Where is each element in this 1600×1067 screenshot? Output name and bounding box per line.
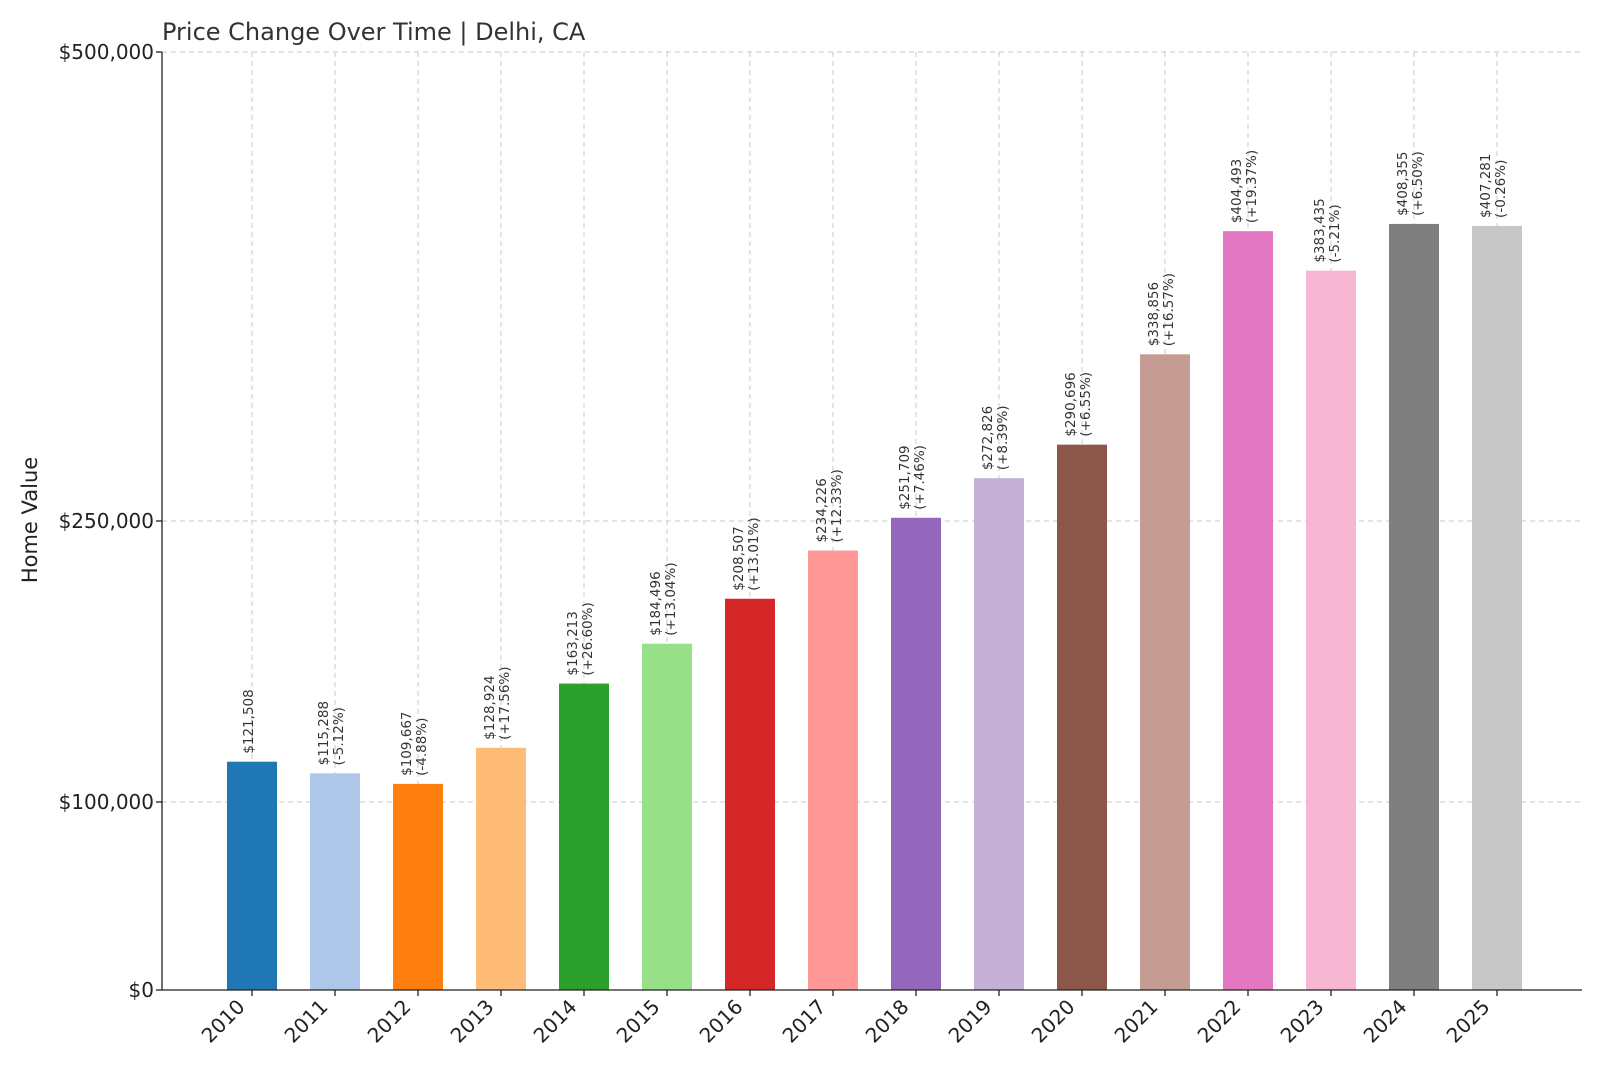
- change-label-2011: (-5.12%): [331, 707, 347, 765]
- change-label-2012: (-4.88%): [414, 718, 430, 776]
- data-labels: $121,508 $115,288 (-5.12%) $109,667 (-4.88%)…: [241, 150, 1509, 776]
- change-label-2020: (+6.55%): [1078, 372, 1094, 437]
- bar-2024: [1389, 223, 1439, 990]
- y-tick-labels: $0 $100,000 $250,000 $500,000: [59, 40, 154, 1002]
- x-tick-label-2019: 2019: [944, 995, 997, 1048]
- x-tick-label-2025: 2025: [1442, 995, 1495, 1048]
- change-label-2013: (+17.56%): [497, 666, 513, 739]
- bar-2015: [642, 643, 692, 990]
- value-label-2025: $407,281: [1478, 154, 1494, 218]
- y-tick-label: $250,000: [59, 509, 154, 533]
- y-tick-label: $0: [129, 978, 154, 1002]
- x-tick-label-2010: 2010: [197, 995, 250, 1048]
- bar-2010: [227, 761, 277, 990]
- value-label-2020: $290,696: [1063, 372, 1079, 436]
- value-label-2017: $234,226: [814, 478, 830, 542]
- change-label-2014: (+26.60%): [580, 602, 596, 675]
- axes: [156, 51, 1582, 996]
- bar-2017: [808, 550, 858, 990]
- bar-2023: [1306, 270, 1356, 991]
- change-label-2018: (+7.46%): [912, 445, 928, 510]
- x-tick-label-2012: 2012: [363, 995, 416, 1048]
- change-label-2022: (+19.37%): [1244, 150, 1260, 223]
- bar-2012: [393, 783, 443, 990]
- grid-lines: [162, 51, 1582, 990]
- y-axis-label: Home Value: [18, 457, 42, 583]
- chart-title: Price Change Over Time | Delhi, CA: [162, 18, 586, 46]
- x-tick-label-2011: 2011: [280, 995, 333, 1048]
- value-label-2021: $338,856: [1146, 282, 1162, 346]
- value-label-2015: $184,496: [648, 571, 664, 635]
- bar-2022: [1223, 231, 1273, 990]
- x-tick-label-2014: 2014: [529, 995, 582, 1048]
- change-label-2025: (-0.26%): [1493, 160, 1509, 218]
- x-tick-label-2020: 2020: [1027, 995, 1080, 1048]
- value-label-2022: $404,493: [1229, 159, 1245, 223]
- bar-2019: [974, 478, 1024, 990]
- x-tick-label-2015: 2015: [612, 995, 665, 1048]
- y-tick-label: $100,000: [59, 790, 154, 814]
- change-label-2017: (+12.33%): [829, 469, 845, 542]
- x-tick-labels: 2010 2011 2012 2013 2014 2015 2016 2017 2018 2019…: [197, 995, 1495, 1048]
- y-tick-label: $500,000: [59, 40, 154, 64]
- change-label-2015: (+13.04%): [663, 562, 679, 635]
- x-tick-label-2018: 2018: [861, 995, 914, 1048]
- change-label-2024: (+6.50%): [1410, 151, 1426, 216]
- value-label-2018: $251,709: [897, 445, 913, 509]
- value-label-2023: $383,435: [1312, 198, 1328, 262]
- bar-2011: [310, 773, 360, 990]
- value-label-2019: $272,826: [980, 406, 996, 470]
- change-label-2023: (-5.21%): [1327, 204, 1343, 262]
- value-label-2013: $128,924: [482, 675, 498, 739]
- bar-2025: [1472, 225, 1522, 990]
- bar-2021: [1140, 354, 1190, 990]
- change-label-2021: (+16.57%): [1161, 273, 1177, 346]
- value-label-2011: $115,288: [316, 701, 332, 765]
- value-label-2012: $109,667: [399, 711, 415, 775]
- value-label-2016: $208,507: [731, 526, 747, 590]
- bars: [227, 223, 1522, 991]
- value-label-2014: $163,213: [565, 611, 581, 675]
- change-label-2019: (+8.39%): [995, 405, 1011, 470]
- x-tick-label-2024: 2024: [1359, 995, 1412, 1048]
- value-label-2024: $408,355: [1395, 152, 1411, 216]
- x-tick-label-2021: 2021: [1110, 995, 1163, 1048]
- x-tick-label-2023: 2023: [1276, 995, 1329, 1048]
- x-tick-label-2016: 2016: [695, 995, 748, 1048]
- bar-2018: [891, 517, 941, 990]
- change-label-2016: (+13.01%): [746, 517, 762, 590]
- value-label-2010: $121,508: [241, 689, 257, 753]
- x-tick-label-2017: 2017: [778, 995, 831, 1048]
- x-tick-label-2013: 2013: [446, 995, 499, 1048]
- x-tick-label-2022: 2022: [1193, 995, 1246, 1048]
- bar-2014: [559, 683, 609, 990]
- bar-2013: [476, 747, 526, 990]
- bar-2016: [725, 598, 775, 990]
- bar-2020: [1057, 444, 1107, 990]
